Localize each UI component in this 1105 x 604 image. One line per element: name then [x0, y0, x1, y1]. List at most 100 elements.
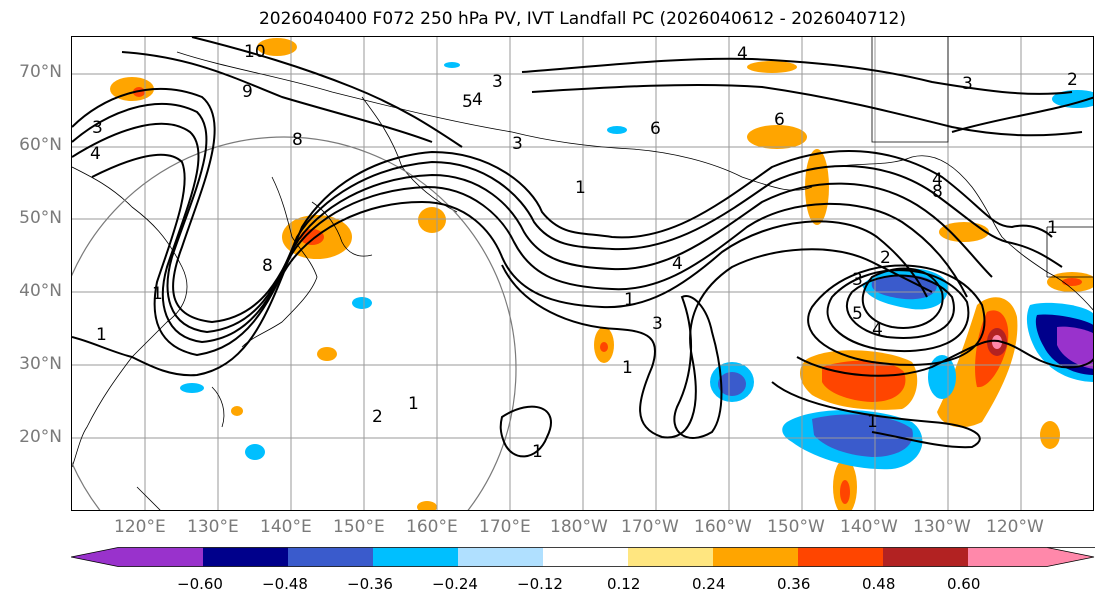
- lat-label: 30°N: [19, 354, 62, 374]
- contour-label: 9: [242, 82, 253, 102]
- colorbar-tick: 0.24: [692, 575, 726, 593]
- pv-contours: [72, 37, 1093, 458]
- lon-label: 140°W: [840, 517, 898, 537]
- colorbar-tick: −0.60: [177, 575, 223, 593]
- lon-label: 150°W: [767, 517, 825, 537]
- contour-label: 3: [962, 74, 973, 94]
- shade-neg-small5: [444, 62, 460, 68]
- shade-neg-small1: [607, 126, 627, 134]
- colorbar-segment: [968, 547, 1047, 567]
- colorbar-tick: −0.12: [517, 575, 563, 593]
- graticule: [72, 37, 1093, 510]
- contour-label: 4: [737, 44, 748, 64]
- figure-title: 2026040400 F072 250 hPa PV, IVT Landfall…: [258, 9, 906, 29]
- colorbar-segment: [713, 547, 799, 567]
- shade-coast-peak: [992, 335, 1002, 349]
- contour-label: 4: [932, 170, 943, 190]
- shade-sw: [1040, 421, 1060, 449]
- shade-neg-mid-core: [718, 372, 746, 396]
- contour-label: 4: [90, 144, 101, 164]
- contour-label: 2: [880, 248, 891, 268]
- colorbar-segments: [71, 547, 1094, 567]
- contour-label: 2: [372, 407, 383, 427]
- shade-neg-small4: [245, 444, 265, 460]
- contour-label: 6: [774, 110, 785, 130]
- contour-label: 3: [92, 118, 103, 138]
- contour-label: 4: [472, 90, 483, 110]
- shade-top: [257, 38, 297, 56]
- colorbar-tick: 0.36: [777, 575, 811, 593]
- lat-label: 70°N: [19, 62, 62, 82]
- colorbar-segment: [458, 547, 544, 567]
- contour-label: 10: [244, 42, 266, 62]
- colorbar: [71, 547, 1095, 567]
- contour-label: 3: [852, 270, 863, 290]
- shade-small2: [231, 406, 243, 416]
- lon-label: 150°E: [333, 517, 385, 537]
- shade-bc: [939, 222, 989, 242]
- shade-neg-small2: [352, 297, 372, 309]
- contour-label: 5: [462, 92, 473, 112]
- lon-label: 180°W: [550, 517, 608, 537]
- contour-label: 8: [292, 130, 303, 150]
- map-panel: 10 9 8 3 4 5 3 3 4 6 4 6 3 2 8 8 4 1 1 1…: [71, 36, 1094, 511]
- colorbar-tick: −0.36: [347, 575, 393, 593]
- shade-japan-core: [300, 229, 324, 245]
- shade-neg-sw-peak: [1057, 326, 1093, 369]
- shade-west-us-core: [1062, 278, 1082, 286]
- colorbar-segment: [798, 547, 884, 567]
- shade-neg-lower-core: [812, 414, 913, 457]
- shade-neg-small3: [180, 383, 204, 393]
- contour-label: 6: [650, 119, 661, 139]
- contour-label: 3: [652, 314, 663, 334]
- shade-small1: [317, 347, 337, 361]
- colorbar-segment: [203, 547, 289, 567]
- colorbar-segment: [883, 547, 969, 567]
- contour-label: 1: [624, 290, 635, 310]
- lon-label: 130°W: [913, 517, 971, 537]
- contour-label: 4: [672, 254, 683, 274]
- contour-label: 4: [872, 320, 883, 340]
- shade-arctic: [747, 61, 797, 73]
- contour-label: 3: [492, 72, 503, 92]
- contour-label: 1: [408, 394, 419, 414]
- colorbar-tick: 0.48: [862, 575, 896, 593]
- lon-label: 170°W: [621, 517, 679, 537]
- shade-mid1-core: [600, 342, 608, 352]
- colorbar-tick: −0.24: [432, 575, 478, 593]
- colorbar-segment: [543, 547, 629, 567]
- shade-kuril: [418, 207, 446, 233]
- lon-label: 120°W: [986, 517, 1044, 537]
- shade-neg-upper-core: [871, 274, 937, 300]
- contour-label-group: 10 9 8 3 4 5 3 3 4 6 4 6 3 2 8 8 4 1 1 1…: [90, 42, 1078, 462]
- contour-label: 1: [1047, 218, 1058, 238]
- shade-small3: [417, 501, 437, 510]
- lat-label: 60°N: [19, 135, 62, 155]
- colorbar-extend-max: [1047, 547, 1094, 567]
- colorbar-segment: [288, 547, 374, 567]
- coastlines: [72, 37, 1093, 510]
- lon-label: 160°W: [694, 517, 752, 537]
- contour-label: 1: [867, 412, 878, 432]
- colorbar-outline: [71, 547, 1095, 567]
- colorbar-extend-min: [71, 547, 118, 567]
- lat-label: 20°N: [19, 427, 62, 447]
- shade-main-pos-core: [822, 360, 906, 402]
- lon-label: 160°E: [406, 517, 458, 537]
- colorbar-segment: [118, 547, 203, 567]
- lon-label: 130°E: [187, 517, 239, 537]
- contour-label: 1: [622, 358, 633, 378]
- contour-label: 1: [96, 325, 107, 345]
- contour-label: 1: [575, 178, 586, 198]
- lat-label: 50°N: [19, 208, 62, 228]
- colorbar-segment: [628, 547, 714, 567]
- contour-label: 1: [152, 284, 163, 304]
- colorbar-tick: 0.60: [947, 575, 981, 593]
- shade-neg-ne: [1052, 90, 1093, 108]
- lon-label: 170°E: [479, 517, 531, 537]
- shade-south-core: [840, 480, 850, 504]
- shade-bering: [747, 125, 807, 149]
- contour-label: 8: [932, 182, 943, 202]
- contour-label: 8: [262, 256, 273, 276]
- contour-label: 5: [852, 304, 863, 324]
